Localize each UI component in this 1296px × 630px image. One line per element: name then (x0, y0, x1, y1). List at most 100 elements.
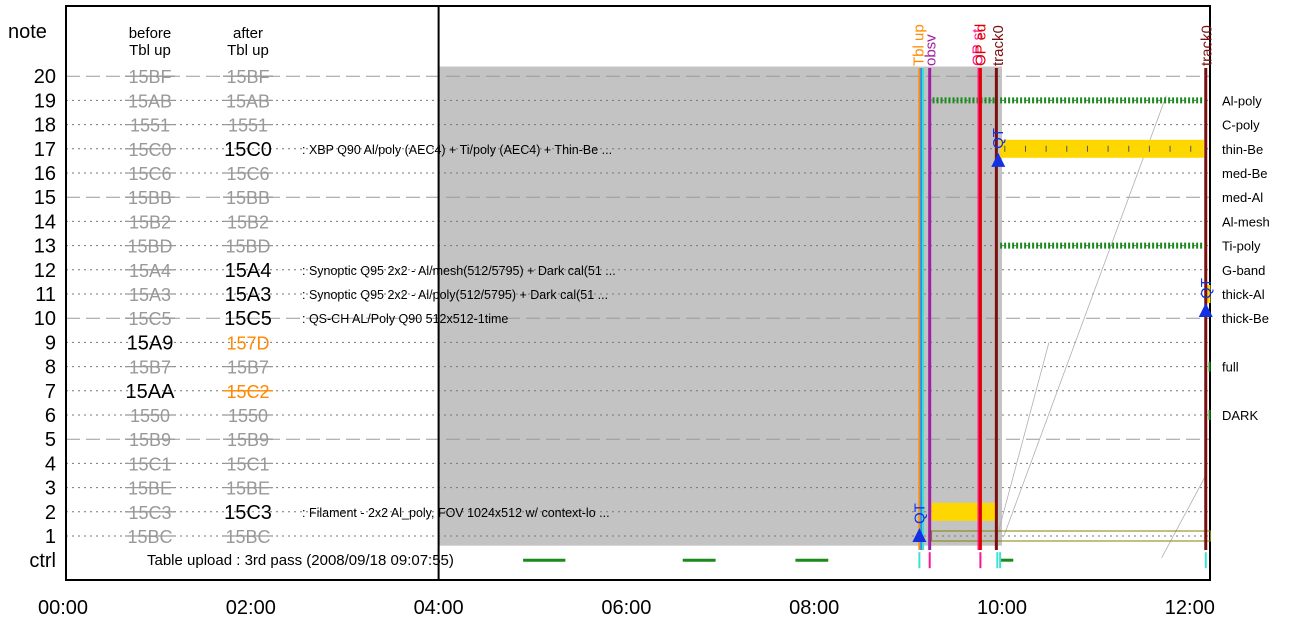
note-code-before: 15BC (127, 527, 172, 547)
qt-marker-label: QT (990, 128, 1007, 149)
note-code-before: 15C0 (128, 140, 171, 160)
note-code-after: 15A3 (225, 284, 272, 306)
event-label: OP st (970, 28, 987, 66)
filter-label: DARK (1222, 408, 1258, 423)
filter-label: thick-Be (1222, 311, 1269, 326)
qt-marker-label: QT (911, 503, 928, 524)
y-tick-label-4: 4 (45, 453, 56, 475)
note-code-before: 15C5 (128, 309, 171, 329)
note-code-before: 15B2 (129, 212, 171, 232)
y-tick-label-15: 15 (34, 187, 56, 209)
x-tick-label: 04:00 (414, 597, 464, 619)
y-tick-label-5: 5 (45, 429, 56, 451)
header-after-line1: after (233, 25, 263, 42)
filled-bar-row-17 (1000, 139, 1204, 158)
row1-outline (931, 530, 1211, 542)
note-code-after: 15C2 (226, 382, 269, 402)
x-tick-label: 06:00 (601, 597, 651, 619)
note-code-after: 15C1 (226, 454, 269, 474)
trace-line (996, 342, 1050, 537)
x-tick-label: 10:00 (977, 597, 1027, 619)
note-code-after: 15C5 (224, 308, 272, 330)
qt-marker-triangle (1198, 302, 1213, 317)
note-code-after: 1551 (228, 116, 268, 136)
y-tick-label-7: 7 (45, 381, 56, 403)
filter-label: thin-Be (1222, 142, 1263, 157)
note-code-after: 15B9 (227, 430, 269, 450)
note-code-after: 15C6 (226, 164, 269, 184)
y-tick-label-20: 20 (34, 66, 56, 88)
note-code-before: 15B7 (129, 358, 171, 378)
event-label: OP ed (972, 24, 989, 66)
note-code-after: 15C3 (224, 502, 272, 524)
header-after-line2: Tbl up (227, 42, 269, 59)
y-tick-label-9: 9 (45, 332, 56, 354)
qt-marker-label: QT (1198, 278, 1215, 299)
note-code-after: 15BD (225, 237, 270, 257)
y-tick-label-18: 18 (34, 115, 56, 137)
note-code-before: 1551 (130, 116, 170, 136)
note-code-after: 15AB (226, 91, 270, 111)
shaded-region (438, 66, 1003, 546)
qt-marker-triangle (912, 528, 927, 542)
y-tick-label-2: 2 (45, 502, 56, 524)
note-description: : XBP Q90 Al/poly (AEC4) + Ti/poly (AEC4… (302, 143, 612, 157)
note-code-after: 15C0 (224, 139, 272, 161)
note-code-before: 15C6 (128, 164, 171, 184)
y-tick-label-12: 12 (34, 260, 56, 282)
note-code-before: 15A9 (127, 332, 174, 354)
note-code-before: 15A3 (129, 285, 171, 305)
note-code-after: 15B2 (227, 212, 269, 232)
note-code-before: 15BD (127, 237, 172, 257)
filled-bar-row-2 (931, 502, 996, 521)
y-tick-label-1: 1 (45, 526, 56, 548)
note-code-after: 15BC (225, 527, 270, 547)
note-code-after: 15BF (226, 67, 269, 87)
note-code-after: 15BE (226, 479, 270, 499)
filter-label: full (1222, 360, 1239, 375)
note-code-before: 15C1 (128, 454, 171, 474)
note-code-before: 15BB (128, 188, 172, 208)
event-label: obsv (923, 34, 940, 66)
filter-label: Al-mesh (1222, 214, 1270, 229)
note-code-before: 15AB (128, 91, 172, 111)
note-code-before: 15B9 (129, 430, 171, 450)
event-label: track0 (1199, 25, 1216, 66)
filter-label: G-band (1222, 263, 1265, 278)
trace-line (1161, 475, 1207, 558)
y-tick-label-ctrl: ctrl (29, 550, 56, 572)
note-code-before: 15BE (128, 479, 172, 499)
note-code-before: 15AA (126, 381, 176, 403)
filter-label: Ti-poly (1222, 239, 1261, 254)
y-tick-label-19: 19 (34, 90, 56, 112)
filled-bar-row-11 (1205, 285, 1211, 303)
note-description: : Filament - 2x2 Al_poly, FOV 1024x512 w… (302, 506, 610, 520)
y-tick-label-17: 17 (34, 139, 56, 161)
note-description: : Synoptic Q95 2x2 - Al/poly(512/5795) +… (302, 288, 608, 302)
note-code-before: 15C3 (128, 503, 171, 523)
note-code-before: 1550 (130, 406, 170, 426)
y-tick-label-13: 13 (34, 236, 56, 258)
y-tick-label-8: 8 (45, 357, 56, 379)
ctrl-text: Table upload : 3rd pass (2008/09/18 09:0… (147, 552, 454, 569)
y-tick-label-14: 14 (34, 211, 56, 233)
filter-label: thick-Al (1222, 287, 1265, 302)
note-axis-label: note (8, 21, 47, 43)
note-code-before: 15BF (128, 67, 171, 87)
y-tick-label-11: 11 (35, 284, 56, 306)
y-tick-label-10: 10 (34, 308, 56, 330)
qt-marker-triangle (991, 152, 1006, 167)
note-code-after: 15B7 (227, 358, 269, 378)
filter-label: med-Al (1222, 190, 1263, 205)
note-code-after: 157D (226, 333, 269, 353)
note-description: : QS-CH AL/Poly Q90 512x512-1time (302, 312, 508, 326)
y-tick-label-3: 3 (45, 478, 56, 500)
x-tick-label: 12:00 (1165, 597, 1215, 619)
header-before-line1: before (129, 25, 172, 42)
header-before-line2: Tbl up (129, 42, 171, 59)
note-code-after: 15A4 (225, 260, 272, 282)
y-tick-label-6: 6 (45, 405, 56, 427)
x-tick-label: 08:00 (789, 597, 839, 619)
x-tick-label: 02:00 (226, 597, 276, 619)
